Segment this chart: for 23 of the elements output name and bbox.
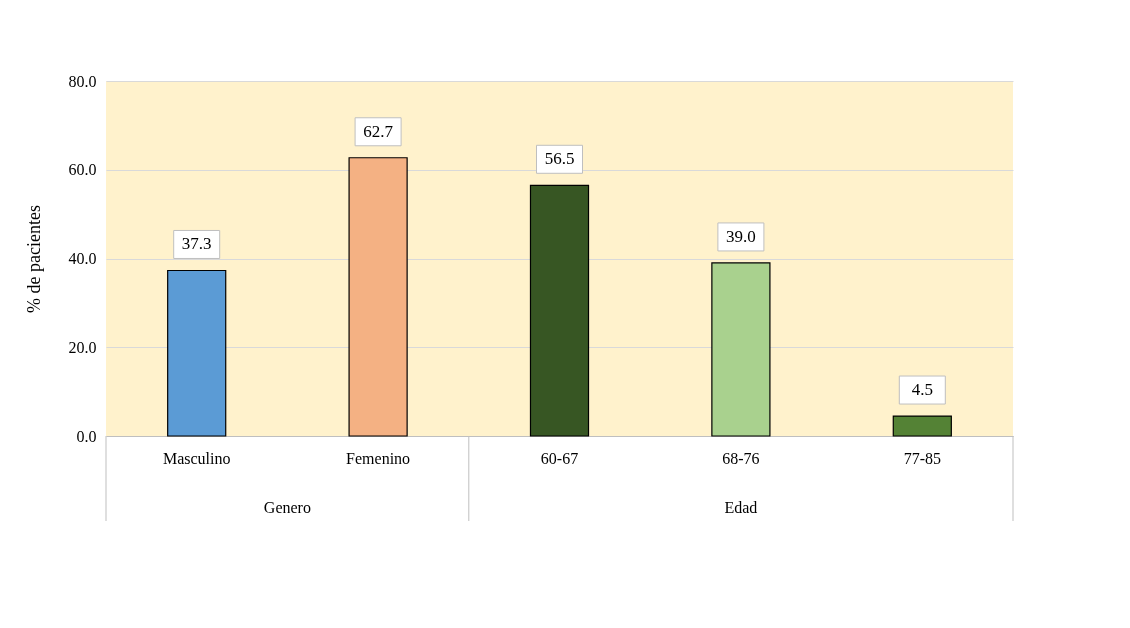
bar: [348, 157, 408, 437]
bar: [167, 269, 227, 437]
data-label: 37.3: [181, 234, 212, 254]
text: Edad: [724, 499, 758, 516]
data-label: 56.5: [544, 149, 575, 169]
text: Genero: [263, 499, 311, 516]
x-tick-label: 60-67: [540, 449, 579, 467]
x-tick-label: Femenino: [346, 449, 411, 467]
y-tick-label: 0.0: [76, 427, 97, 445]
y-tick-label: 20.0: [68, 338, 97, 356]
data-label: 4.5: [911, 380, 933, 400]
bar: [892, 415, 952, 437]
bar: [529, 184, 590, 437]
bar: [711, 262, 771, 437]
data-label: 39.0: [726, 226, 756, 246]
x-tick-label: Masculino: [162, 449, 231, 467]
y-tick-label: 80.0: [68, 72, 97, 90]
x-tick-label: 77-85: [903, 449, 941, 467]
x-tick-label: 68-76: [722, 449, 760, 467]
data-label: 62.7: [363, 121, 394, 141]
y-axis-title: % de pacientes: [23, 205, 44, 313]
y-tick-label: 60.0: [68, 161, 97, 179]
y-tick-label: 40.0: [68, 250, 97, 267]
